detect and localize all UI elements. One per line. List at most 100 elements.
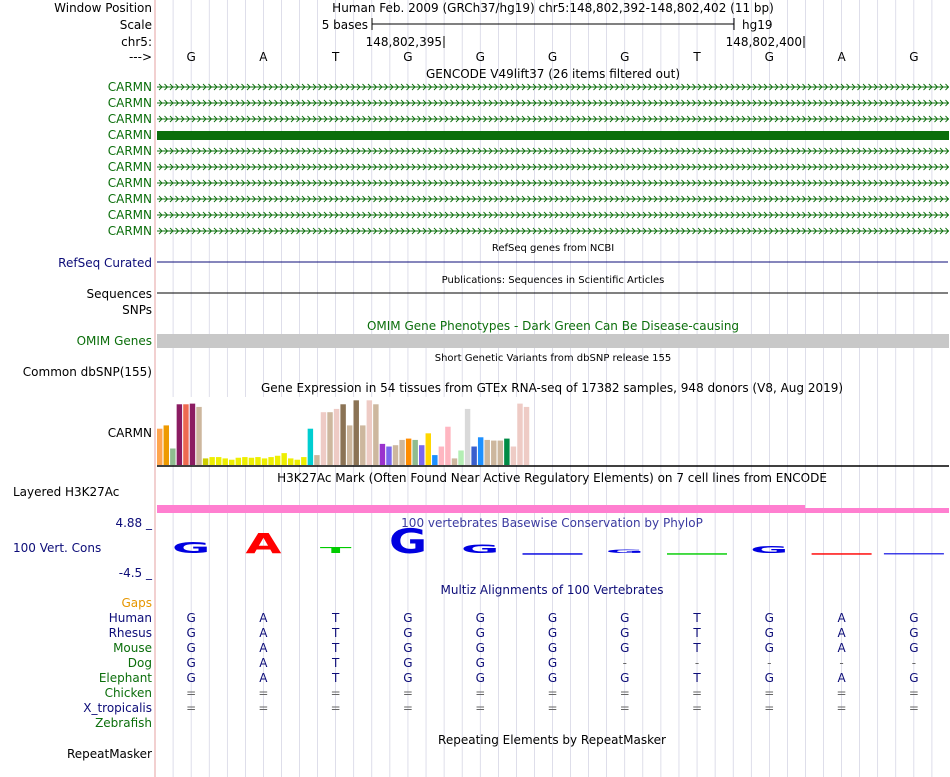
gtex-tissue-bar[interactable]: [209, 457, 215, 465]
gencode-transcript[interactable]: CARMN: [108, 80, 950, 94]
snps-label[interactable]: SNPs: [122, 303, 152, 317]
repeatmasker-track[interactable]: Repeating Elements by RepeatMasker Repea…: [67, 733, 666, 761]
gtex-tissue-bar[interactable]: [497, 440, 504, 465]
gencode-transcript-label[interactable]: CARMN: [108, 192, 152, 206]
gtex-tissue-bar[interactable]: [157, 428, 163, 465]
gtex-tissue-bar[interactable]: [255, 457, 261, 465]
gencode-transcript[interactable]: CARMN: [108, 144, 950, 158]
gtex-tissue-bar[interactable]: [419, 445, 425, 465]
multiz-species-label[interactable]: Rhesus: [109, 626, 152, 640]
gtex-tissue-bar[interactable]: [268, 457, 274, 465]
gtex-tissue-bar[interactable]: [294, 459, 300, 465]
gencode-transcript-label[interactable]: CARMN: [108, 144, 152, 158]
gtex-tissue-bar[interactable]: [288, 458, 294, 465]
gtex-tissue-bar[interactable]: [163, 425, 169, 465]
gtex-tissue-bar[interactable]: [333, 408, 340, 465]
gtex-tissue-bar[interactable]: [491, 440, 497, 465]
repeatmasker-label[interactable]: RepeatMasker: [67, 747, 152, 761]
h3k27ac-track[interactable]: H3K27Ac Mark (Often Found Near Active Re…: [13, 471, 949, 513]
multiz-species-label[interactable]: Dog: [128, 656, 152, 670]
gtex-tissue-bar[interactable]: [346, 425, 353, 465]
gtex-tissue-bar[interactable]: [373, 404, 379, 465]
refseq-label[interactable]: RefSeq Curated: [58, 256, 152, 270]
publications-track[interactable]: Publications: Sequences in Scientific Ar…: [87, 275, 948, 317]
gaps-label[interactable]: Gaps: [121, 596, 152, 610]
gencode-transcript-label[interactable]: CARMN: [108, 80, 152, 94]
gtex-tissue-bar[interactable]: [261, 458, 268, 465]
ruler-track[interactable]: Window Position Scale chr5: ---> Human F…: [54, 1, 918, 64]
multiz-track[interactable]: Multiz Alignments of 100 Vertebrates Gap…: [83, 583, 919, 730]
gtex-tissue-bar[interactable]: [425, 433, 431, 465]
h3k27ac-label[interactable]: Layered H3K27Ac: [13, 485, 119, 499]
omim-track[interactable]: OMIM Gene Phenotypes - Dark Green Can Be…: [77, 319, 949, 348]
gtex-tissue-bar[interactable]: [445, 426, 451, 465]
omim-label[interactable]: OMIM Genes: [77, 334, 152, 348]
gtex-tissue-bar[interactable]: [360, 425, 366, 465]
multiz-species-row[interactable]: X_tropicalis = = = = = = = = = = =: [83, 701, 919, 715]
multiz-species-label[interactable]: Human: [109, 611, 152, 625]
gtex-tissue-bar[interactable]: [504, 438, 510, 465]
gtex-tissue-bar[interactable]: [412, 439, 418, 465]
gtex-tissue-bar[interactable]: [183, 404, 189, 465]
gtex-tissue-bar[interactable]: [189, 403, 196, 465]
gtex-tissue-bar[interactable]: [307, 428, 314, 465]
gtex-tissue-bar[interactable]: [517, 403, 523, 465]
omim-gene-bar[interactable]: [157, 334, 949, 348]
gtex-tissue-bar[interactable]: [379, 443, 386, 465]
gtex-tissue-bar[interactable]: [510, 446, 517, 465]
gtex-tissue-bar[interactable]: [399, 439, 405, 465]
gencode-transcript-label[interactable]: CARMN: [108, 176, 152, 190]
gtex-tissue-bar[interactable]: [281, 453, 287, 465]
gtex-tissue-bar[interactable]: [405, 438, 412, 465]
gtex-tissue-bar[interactable]: [353, 400, 359, 465]
multiz-species-label[interactable]: Chicken: [105, 686, 152, 700]
gencode-transcript[interactable]: CARMN: [108, 128, 949, 142]
gtex-tissue-bar[interactable]: [235, 457, 242, 465]
gtex-tissue-bar[interactable]: [196, 406, 202, 465]
gtex-tissue-bar[interactable]: [215, 457, 222, 465]
gtex-tissue-bar[interactable]: [458, 450, 464, 465]
gtex-track[interactable]: Gene Expression in 54 tissues from GTEx …: [108, 381, 949, 467]
dbsnp-label[interactable]: Common dbSNP(155): [23, 365, 152, 379]
multiz-species-label[interactable]: Mouse: [113, 641, 152, 655]
multiz-species-row[interactable]: Chicken = = = = = = = = = = =: [105, 686, 919, 700]
gencode-transcript[interactable]: CARMN: [108, 192, 950, 206]
gencode-transcript[interactable]: CARMN: [108, 160, 950, 174]
gencode-transcript[interactable]: CARMN: [108, 208, 950, 222]
gtex-tissue-bar[interactable]: [340, 404, 346, 465]
gencode-transcript-label[interactable]: CARMN: [108, 160, 152, 174]
multiz-species-row[interactable]: Zebrafish: [95, 716, 152, 730]
gencode-transcript[interactable]: CARMN: [108, 96, 950, 110]
gtex-tissue-bar[interactable]: [274, 455, 281, 465]
gtex-tissue-bar[interactable]: [366, 400, 373, 465]
gtex-tissue-bar[interactable]: [438, 446, 445, 465]
gtex-tissue-bar[interactable]: [222, 458, 228, 465]
gtex-tissue-bar[interactable]: [471, 446, 477, 465]
gtex-tissue-bar[interactable]: [314, 455, 320, 465]
dbsnp-track[interactable]: Short Genetic Variants from dbSNP releas…: [23, 353, 671, 379]
phylop-track[interactable]: 4.88 _ 100 vertebrates Basewise Conserva…: [13, 516, 944, 580]
publications-label[interactable]: Sequences: [87, 287, 152, 301]
gencode-transcript-label[interactable]: CARMN: [108, 128, 152, 142]
gtex-tissue-bar[interactable]: [248, 457, 255, 465]
gencode-transcript[interactable]: CARMN: [108, 112, 950, 126]
gtex-tissue-bar[interactable]: [386, 446, 392, 465]
gtex-tissue-bar[interactable]: [392, 445, 399, 465]
multiz-species-row[interactable]: Dog G A T G G G - - - - -: [128, 656, 916, 670]
gencode-transcript-label[interactable]: CARMN: [108, 112, 152, 126]
gencode-transcript-label[interactable]: CARMN: [108, 224, 152, 238]
gtex-tissue-bar[interactable]: [202, 458, 209, 465]
gtex-tissue-bar[interactable]: [170, 448, 176, 466]
gtex-tissue-bar[interactable]: [477, 437, 484, 465]
gtex-tissue-bar[interactable]: [229, 459, 235, 465]
multiz-species-row[interactable]: Rhesus G A T G G G G T G A G: [109, 626, 919, 640]
gtex-tissue-bar[interactable]: [523, 406, 530, 465]
gtex-tissue-bar[interactable]: [242, 457, 248, 465]
gtex-tissue-bar[interactable]: [464, 408, 471, 465]
gencode-transcript-label[interactable]: CARMN: [108, 96, 152, 110]
gtex-tissue-bar[interactable]: [176, 404, 183, 465]
gtex-tissue-bar[interactable]: [451, 458, 458, 465]
gencode-transcript[interactable]: CARMN: [108, 176, 950, 190]
multiz-species-label[interactable]: X_tropicalis: [83, 701, 152, 715]
